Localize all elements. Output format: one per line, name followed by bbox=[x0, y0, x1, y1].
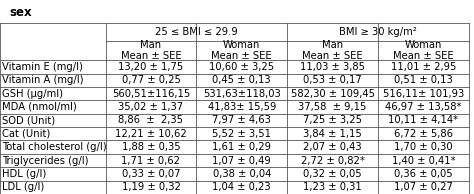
Text: 0,53 ± 0,17: 0,53 ± 0,17 bbox=[303, 75, 362, 85]
Text: 1,71 ± 0,62: 1,71 ± 0,62 bbox=[121, 156, 181, 165]
Text: 560,51±116,15: 560,51±116,15 bbox=[112, 89, 190, 99]
Text: 5,52 ± 3,51: 5,52 ± 3,51 bbox=[212, 129, 271, 139]
Text: BMI ≥ 30 kg/m²: BMI ≥ 30 kg/m² bbox=[339, 27, 417, 37]
Text: 3,84 ± 1,15: 3,84 ± 1,15 bbox=[303, 129, 362, 139]
Text: 7,25 ± 3,25: 7,25 ± 3,25 bbox=[303, 115, 362, 125]
Text: 1,19 ± 0,32: 1,19 ± 0,32 bbox=[121, 182, 181, 192]
Text: 10,11 ± 4,14*: 10,11 ± 4,14* bbox=[389, 115, 458, 125]
Text: Man
Mean ± SEE: Man Mean ± SEE bbox=[121, 40, 181, 61]
Text: Woman
Mean ± SEE: Woman Mean ± SEE bbox=[211, 40, 272, 61]
Text: 1,04 ± 0,23: 1,04 ± 0,23 bbox=[212, 182, 271, 192]
Text: 35,02 ± 1,37: 35,02 ± 1,37 bbox=[118, 102, 183, 112]
Text: 7,97 ± 4,63: 7,97 ± 4,63 bbox=[212, 115, 271, 125]
Text: Cat (Unit): Cat (Unit) bbox=[2, 129, 51, 139]
Text: 1,61 ± 0,29: 1,61 ± 0,29 bbox=[212, 142, 271, 152]
Text: 0,32 ± 0,05: 0,32 ± 0,05 bbox=[303, 169, 362, 179]
Text: 46,97 ± 13,58*: 46,97 ± 13,58* bbox=[385, 102, 462, 112]
Text: Triglycerides (g/l): Triglycerides (g/l) bbox=[2, 156, 89, 165]
Text: 0,33 ± 0,07: 0,33 ± 0,07 bbox=[122, 169, 180, 179]
Text: 25 ≤ BMI ≤ 29.9: 25 ≤ BMI ≤ 29.9 bbox=[155, 27, 238, 37]
Text: 0,36 ± 0,05: 0,36 ± 0,05 bbox=[394, 169, 453, 179]
Text: 1,07 ± 0,27: 1,07 ± 0,27 bbox=[394, 182, 453, 192]
Text: 1,07 ± 0,49: 1,07 ± 0,49 bbox=[212, 156, 271, 165]
Text: 2,07 ± 0,43: 2,07 ± 0,43 bbox=[303, 142, 362, 152]
Text: Vitamin A (mg/l): Vitamin A (mg/l) bbox=[2, 75, 84, 85]
Text: LDL (g/l): LDL (g/l) bbox=[2, 182, 45, 192]
Text: GSH (μg/ml): GSH (μg/ml) bbox=[2, 89, 64, 99]
Text: 582,30 ± 109,45: 582,30 ± 109,45 bbox=[291, 89, 374, 99]
Text: 41,83± 15,59: 41,83± 15,59 bbox=[208, 102, 276, 112]
Text: 2,72 ± 0,82*: 2,72 ± 0,82* bbox=[301, 156, 365, 165]
Text: Total cholesterol (g/l): Total cholesterol (g/l) bbox=[2, 142, 107, 152]
Text: HDL (g/l): HDL (g/l) bbox=[2, 169, 46, 179]
Text: 11,03 ± 3,85: 11,03 ± 3,85 bbox=[300, 62, 365, 72]
Text: 1,40 ± 0,41*: 1,40 ± 0,41* bbox=[392, 156, 456, 165]
Text: 11,01 ± 2,95: 11,01 ± 2,95 bbox=[391, 62, 456, 72]
Text: Woman
Mean ± SEE: Woman Mean ± SEE bbox=[393, 40, 454, 61]
Text: 12,21 ± 10,62: 12,21 ± 10,62 bbox=[115, 129, 187, 139]
Text: 1,88 ± 0,35: 1,88 ± 0,35 bbox=[122, 142, 180, 152]
Text: 1,70 ± 0,30: 1,70 ± 0,30 bbox=[394, 142, 453, 152]
Text: 8,86  ±  2,35: 8,86 ± 2,35 bbox=[118, 115, 183, 125]
Text: 1,23 ± 0,31: 1,23 ± 0,31 bbox=[303, 182, 362, 192]
Text: 0,77 ± 0,25: 0,77 ± 0,25 bbox=[121, 75, 181, 85]
Text: 13,20 ± 1,75: 13,20 ± 1,75 bbox=[118, 62, 183, 72]
Text: 0,45 ± 0,13: 0,45 ± 0,13 bbox=[212, 75, 271, 85]
Text: 0,38 ± 0,04: 0,38 ± 0,04 bbox=[213, 169, 271, 179]
Text: Vitamin E (mg/l): Vitamin E (mg/l) bbox=[2, 62, 83, 72]
Text: 37,58  ± 9,15: 37,58 ± 9,15 bbox=[299, 102, 367, 112]
Text: 10,60 ± 3,25: 10,60 ± 3,25 bbox=[209, 62, 274, 72]
Text: SOD (Unit): SOD (Unit) bbox=[2, 115, 55, 125]
Text: sex: sex bbox=[9, 6, 32, 19]
Text: 0,51 ± 0,13: 0,51 ± 0,13 bbox=[394, 75, 453, 85]
Text: 516,11± 101,93: 516,11± 101,93 bbox=[383, 89, 464, 99]
Text: 6,72 ± 5,86: 6,72 ± 5,86 bbox=[394, 129, 453, 139]
Text: 531,63±118,03: 531,63±118,03 bbox=[203, 89, 281, 99]
Text: Man
Mean ± SEE: Man Mean ± SEE bbox=[302, 40, 363, 61]
Text: MDA (nmol/ml): MDA (nmol/ml) bbox=[2, 102, 77, 112]
